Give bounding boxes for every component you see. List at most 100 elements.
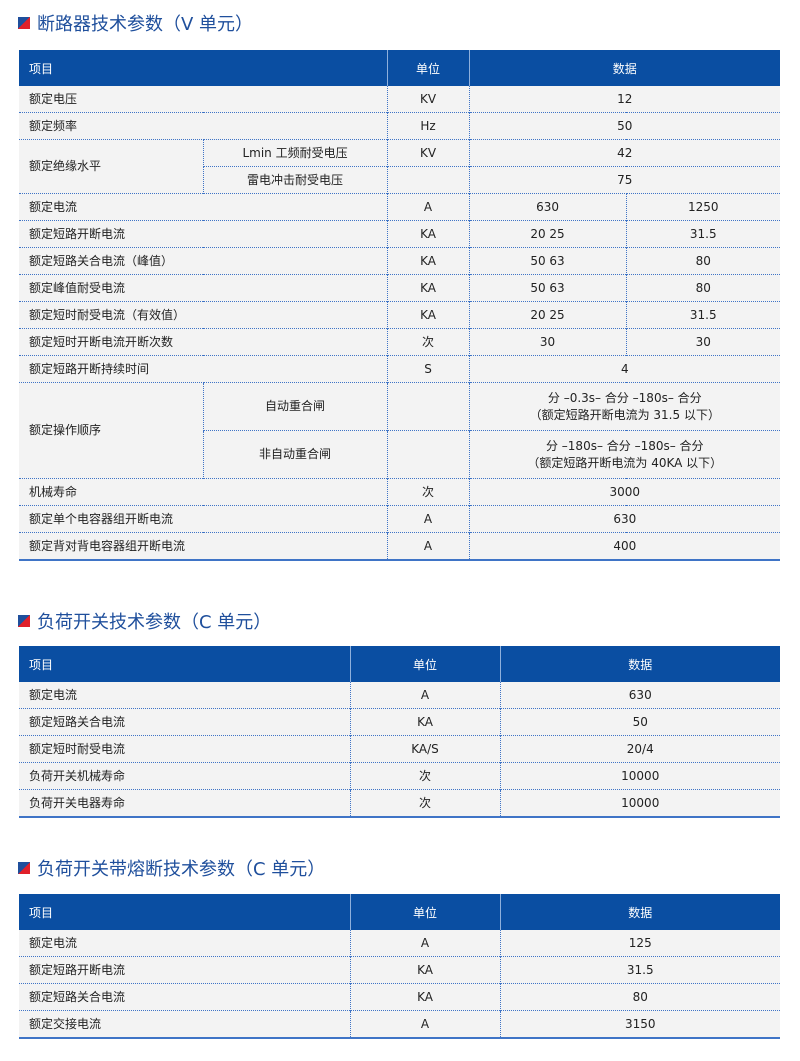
table-row: 额定交接电流 A 3150 [19,1010,780,1038]
param-value: 3150 [499,1010,780,1038]
param-name: 额定绝缘水平 [19,139,203,194]
param-name: 额定短路关合电流 [19,983,350,1011]
param-unit: A [386,193,470,221]
section-title-breaker: 断路器技术参数（V 单元） [18,10,253,36]
param-unit: Hz [386,112,470,140]
param-value: 125 [499,930,780,957]
table-row: 额定绝缘水平 Lmin 工频耐受电压 KV 42 [19,139,781,194]
table-row: 额定电流 A 630 [19,682,780,709]
table-row: 额定短路关合电流 KA 50 [19,708,780,736]
param-subname: 雷电冲击耐受电压 [202,166,388,194]
header-data: 数据 [499,646,780,682]
flag-icon [18,17,30,29]
param-value: 10000 [499,762,780,790]
param-name: 额定单个电容器组开断电流 [19,505,388,533]
table-row: 额定短路开断电流 KA 31.5 [19,956,780,984]
param-unit: A [349,1010,500,1038]
header-unit: 单位 [386,50,470,86]
param-value: 80 [499,983,780,1011]
table-row: 额定短路开断电流 KA 20 25 31.5 [19,220,781,248]
table-row: 机械寿命次 3000 [19,478,781,506]
param-unit: KA/S [349,735,500,763]
table-row: 额定背对背电容器组开断电流 A 400 [19,532,781,560]
table-row: 负荷开关电器寿命次 10000 [19,789,780,817]
param-name: 额定峰值耐受电流 [19,274,388,302]
header-data: 数据 [499,894,780,930]
load-switch-fuse-params-table: 项目 单位 数据 额定电流 A 125 额定短路开断电流 KA 31.5 额定短路关合电流 K… [19,894,780,1039]
header-item: 项目 [19,50,388,86]
param-value: 50 63 [468,247,627,275]
param-value: 分 –180s– 合分 –180s– 合分 （额定短路开断电流为 40KA 以下… [468,430,781,479]
table-row: 雷电冲击耐受电压 75 [19,166,781,194]
param-value: 630 [468,505,781,533]
param-unit: KV [386,139,470,167]
param-value: 80 [625,274,781,302]
table-row: 额定电流 A 125 [19,930,780,957]
param-value: 10000 [499,789,780,817]
param-value: 分 –0.3s– 合分 –180s– 合分 （额定短路开断电流为 31.5 以下… [468,382,781,431]
param-name: 额定短路关合电流（峰值） [19,247,388,275]
title-text: 负荷开关技术参数（C 单元） [37,612,272,633]
param-value: 50 [499,708,780,736]
header-item: 项目 [19,894,350,930]
param-unit: S [386,355,470,383]
title-text: 断路器技术参数（V 单元） [37,14,254,35]
breaker-params-table: 项目 单位 数据 额定电压 KV 12 额定频率 Hz 50 额定绝缘水平 Lmin 工频耐受… [19,50,781,561]
section-title-load-switch: 负荷开关技术参数（C 单元） [18,608,271,634]
param-name: 额定短时开断电流开断次数 [19,328,388,356]
param-value: 31.5 [625,301,781,329]
param-value: 1250 [625,193,781,221]
flag-icon [18,615,30,627]
param-value: 80 [625,247,781,275]
param-value: 20/4 [499,735,780,763]
table-row: 额定短路关合电流 KA 80 [19,983,780,1011]
param-name: 额定电流 [19,930,350,957]
table-row: 额定电流 A 630 1250 [19,193,781,221]
param-name: 额定操作顺序 [19,382,203,479]
title-text: 负荷开关带熔断技术参数（C 单元） [37,859,326,880]
param-value: 50 [468,112,781,140]
param-value: 30 [625,328,781,356]
param-unit: KA [386,247,470,275]
param-name: 额定背对背电容器组开断电流 [19,532,388,560]
param-value: 12 [468,86,781,113]
param-value: 400 [468,532,781,560]
param-name: 负荷开关电器寿命 [19,789,350,817]
param-unit: 次 [349,762,500,790]
param-value: 630 [499,682,780,709]
param-unit: A [386,505,470,533]
table-row: 额定短时耐受电流（有效值） KA 20 25 31.5 [19,301,781,329]
param-unit: 次 [386,328,470,356]
table-row: 非自动重合闸 分 –180s– 合分 –180s– 合分 （额定短路开断电流为 4… [19,430,781,479]
table-row: 额定峰值耐受电流 KA 50 63 80 [19,274,781,302]
section-title-load-switch-fuse: 负荷开关带熔断技术参数（C 单元） [18,855,325,881]
param-name: 额定短路关合电流 [19,708,350,736]
param-unit [386,430,470,479]
param-value: 31.5 [625,220,781,248]
param-name: 额定电压 [19,86,388,113]
param-value: 31.5 [499,956,780,984]
param-unit: KA [386,274,470,302]
table-row: 负荷开关机械寿命次 10000 [19,762,780,790]
param-value: 50 63 [468,274,627,302]
param-unit: A [386,532,470,560]
table-row: 额定操作顺序 自动重合闸 分 –0.3s– 合分 –180s– 合分 （额定短路开断… [19,382,781,479]
param-value: 75 [468,166,781,194]
param-subname: 自动重合闸 [202,382,388,431]
param-name: 额定电流 [19,682,350,709]
param-name: 机械寿命 [19,478,388,506]
param-name: 额定频率 [19,112,388,140]
param-subname: 非自动重合闸 [202,430,388,479]
param-value: 20 25 [468,301,627,329]
table-row: 额定短时开断电流开断次数次 30 30 [19,328,781,356]
param-name: 额定交接电流 [19,1010,350,1038]
param-unit: KV [386,86,470,113]
flag-icon [18,862,30,874]
param-unit: A [349,930,500,957]
param-subname: Lmin 工频耐受电压 [202,139,388,167]
table-row: 额定短路关合电流（峰值） KA 50 63 80 [19,247,781,275]
table-row: 额定频率 Hz 50 [19,112,781,140]
load-switch-params-table: 项目 单位 数据 额定电流 A 630 额定短路关合电流 KA 50 额定短时耐受电流 KA/… [19,646,780,818]
table-row: 额定短时耐受电流 KA/S 20/4 [19,735,780,763]
param-name: 额定短路开断电流 [19,220,388,248]
